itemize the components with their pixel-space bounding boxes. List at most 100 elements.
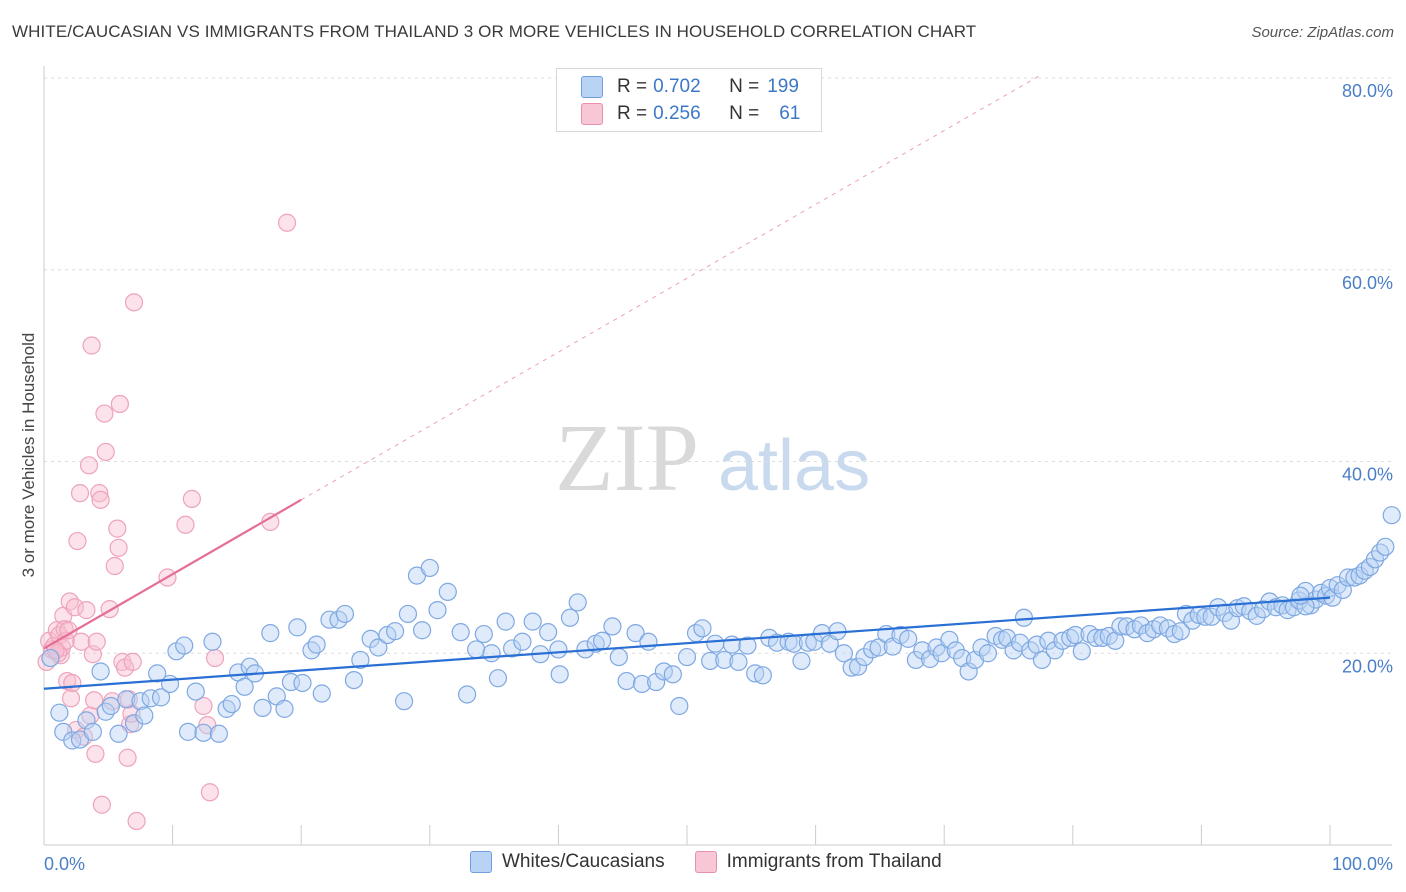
data-point-thailand: [176, 515, 195, 534]
legend-r-value: 0.702: [653, 76, 701, 97]
data-point-whites: [869, 638, 888, 657]
data-point-whites: [275, 699, 294, 718]
x-tick-label: 100.0%: [1332, 854, 1393, 874]
legend-swatch-blue: [470, 851, 492, 873]
data-point-whites: [550, 665, 569, 684]
y-axis-title: 3 or more Vehicles in Household: [19, 333, 38, 578]
source-credit: Source: ZipAtlas.com: [1251, 24, 1394, 41]
data-point-whites: [693, 619, 712, 638]
data-point-whites: [451, 623, 470, 642]
data-point-whites: [617, 671, 636, 691]
data-point-whites: [670, 696, 689, 716]
data-point-whites: [178, 722, 198, 741]
data-point-whites: [261, 624, 280, 643]
data-point-whites: [160, 674, 180, 694]
data-point-whites: [842, 658, 861, 677]
data-point-whites: [701, 651, 720, 671]
data-point-whites: [940, 630, 959, 649]
y-tick-labels: 20.0% 40.0% 60.0% 80.0%: [1342, 81, 1393, 676]
trend-extension: [300, 74, 1041, 501]
data-point-whites: [293, 673, 312, 693]
data-point-whites: [1376, 537, 1395, 556]
data-point-whites: [560, 608, 580, 627]
data-point-whites: [920, 649, 940, 669]
data-point-whites: [96, 702, 115, 721]
data-point-whites: [1066, 625, 1085, 645]
data-point-thailand: [79, 456, 99, 475]
data-point-thailand: [65, 598, 84, 617]
data-point-whites: [632, 674, 652, 694]
data-point-whites: [369, 638, 388, 657]
data-point-whites: [1266, 598, 1286, 617]
data-point-whites: [1291, 586, 1310, 605]
watermark: ZIP atlas: [555, 404, 870, 511]
data-point-thailand: [200, 783, 219, 802]
data-point-whites: [466, 640, 486, 659]
legend-swatch-pink: [581, 103, 603, 125]
data-point-whites: [253, 698, 272, 717]
data-point-whites: [488, 669, 508, 688]
data-point-whites: [474, 624, 493, 644]
data-point-whites: [117, 690, 136, 709]
data-point-whites: [344, 670, 364, 690]
data-point-whites: [959, 662, 978, 681]
data-point-thailand: [91, 490, 110, 509]
data-point-whites: [203, 632, 222, 651]
data-point-whites: [1338, 568, 1358, 587]
data-point-whites: [457, 685, 477, 704]
data-point-thailand: [95, 404, 114, 423]
data-point-thailand: [182, 489, 201, 508]
data-point-thailand: [86, 744, 105, 764]
data-point-whites: [792, 651, 811, 671]
data-point-whites: [1196, 607, 1215, 626]
data-point-whites: [738, 636, 757, 655]
y-tick-label: 80.0%: [1342, 81, 1393, 101]
data-point-thailand: [77, 601, 96, 620]
data-point-thailand: [277, 213, 297, 232]
data-point-whites: [513, 632, 532, 651]
watermark-zip: ZIP: [555, 404, 699, 511]
series-whites-caucasians: [41, 506, 1401, 750]
data-point-thailand: [110, 394, 129, 414]
data-point-thailand: [124, 293, 144, 312]
data-point-whites: [312, 684, 331, 703]
y-tick-label: 40.0%: [1342, 465, 1393, 485]
data-point-whites: [539, 623, 558, 642]
data-point-thailand: [92, 795, 111, 814]
data-point-whites: [194, 723, 213, 742]
data-point-thailand: [109, 538, 128, 557]
data-point-thailand: [205, 648, 225, 668]
data-point-whites: [1039, 631, 1058, 650]
legend-item-thailand: Immigrants from Thailand: [694, 851, 942, 873]
data-point-whites: [77, 711, 96, 730]
data-point-thailand: [123, 652, 142, 671]
data-point-whites: [1111, 617, 1130, 636]
data-point-whites: [222, 694, 241, 714]
watermark-atlas: atlas: [718, 426, 870, 506]
correlation-legend: R = 0.702 N = 199 R = 0.256 N = 61: [556, 68, 822, 132]
data-point-whites: [706, 634, 725, 653]
data-point-whites: [863, 640, 882, 659]
data-point-thailand: [85, 691, 104, 710]
data-point-whites: [663, 665, 682, 684]
legend-r-value: 0.256: [653, 103, 701, 124]
data-point-thailand: [63, 673, 82, 693]
data-point-whites: [1171, 622, 1190, 641]
legend-r-label: R =: [617, 103, 648, 124]
data-point-whites: [109, 724, 128, 743]
data-point-whites: [677, 647, 697, 667]
data-point-whites: [91, 662, 110, 681]
data-point-whites: [209, 724, 228, 743]
data-point-whites: [394, 692, 414, 711]
data-point-whites: [729, 652, 748, 671]
data-point-whites: [101, 696, 120, 716]
data-point-whites: [1296, 597, 1315, 616]
data-point-whites: [1045, 641, 1064, 660]
data-point-whites: [715, 650, 734, 670]
data-point-whites: [50, 703, 69, 722]
data-point-whites: [351, 650, 370, 670]
data-point-thailand: [82, 336, 101, 355]
trend-line-whites: [43, 596, 1331, 690]
data-point-thailand: [70, 484, 90, 503]
y-tick-label: 60.0%: [1342, 273, 1393, 293]
